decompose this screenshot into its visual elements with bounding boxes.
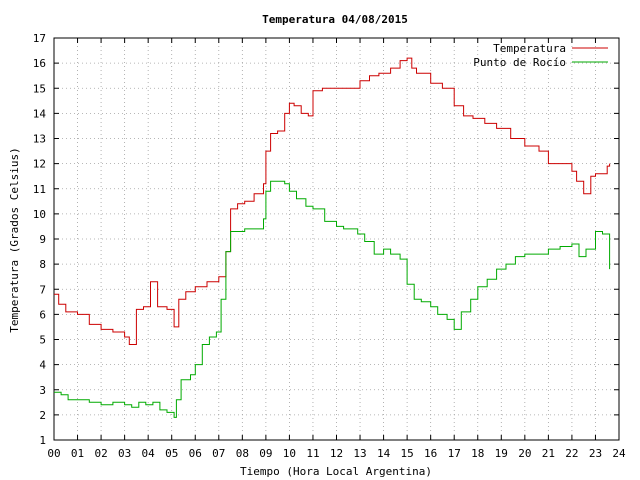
y-axis-label: Temperatura (Grados Celsius): [8, 147, 21, 332]
y-tick-label: 13: [33, 133, 46, 146]
series-line-temperatura: [54, 57, 611, 345]
y-tick-label: 2: [39, 409, 46, 422]
grid-lines: [54, 38, 619, 440]
y-tick-label: 7: [39, 283, 46, 296]
x-tick-label: 09: [259, 447, 272, 460]
x-tick-label: 10: [283, 447, 296, 460]
x-tick-label: 23: [589, 447, 602, 460]
y-tick-label: 4: [39, 359, 46, 372]
x-tick-label: 21: [542, 447, 555, 460]
y-tick-label: 11: [33, 183, 46, 196]
x-tick-label: 03: [118, 447, 131, 460]
x-tick-label: 11: [306, 447, 319, 460]
y-tick-label: 12: [33, 158, 46, 171]
x-tick-label: 20: [518, 447, 531, 460]
x-tick-label: 16: [424, 447, 437, 460]
y-tick-label: 8: [39, 258, 46, 271]
y-tick-label: 3: [39, 384, 46, 397]
y-tick-label: 16: [33, 57, 46, 70]
x-tick-label: 13: [353, 447, 366, 460]
x-tick-label: 18: [471, 447, 484, 460]
x-tick-label: 06: [189, 447, 202, 460]
y-tick-label: 14: [33, 107, 47, 120]
x-tick-label: 02: [94, 447, 107, 460]
y-tick-label: 10: [33, 208, 46, 221]
x-tick-label: 01: [71, 447, 84, 460]
y-tick-label: 9: [39, 233, 46, 246]
x-tick-label: 14: [377, 447, 391, 460]
x-tick-label: 04: [142, 447, 156, 460]
x-tick-label: 19: [495, 447, 508, 460]
series-layer: [54, 57, 611, 418]
legend-label-temperatura: Temperatura: [493, 42, 566, 55]
x-tick-label: 24: [612, 447, 626, 460]
x-tick-label: 07: [212, 447, 225, 460]
legend: Temperatura Punto de Rocío: [473, 42, 608, 69]
y-tick-label: 15: [33, 82, 46, 95]
x-tick-label: 05: [165, 447, 178, 460]
chart-title: Temperatura 04/08/2015: [262, 13, 408, 26]
legend-label-punto-de-rocio: Punto de Rocío: [473, 56, 566, 69]
x-axis-label: Tiempo (Hora Local Argentina): [240, 465, 432, 478]
y-tick-label: 6: [39, 308, 46, 321]
x-tick-label: 00: [47, 447, 60, 460]
y-tick-label: 1: [39, 434, 46, 447]
series-line-punto-de-rocio: [54, 180, 611, 418]
x-tick-label: 12: [330, 447, 343, 460]
x-tick-label: 15: [401, 447, 414, 460]
x-tick-label: 17: [448, 447, 461, 460]
x-tick-label: 08: [236, 447, 249, 460]
y-tick-label: 5: [39, 334, 46, 347]
x-tick-label: 22: [565, 447, 578, 460]
y-tick-label: 17: [33, 32, 46, 45]
